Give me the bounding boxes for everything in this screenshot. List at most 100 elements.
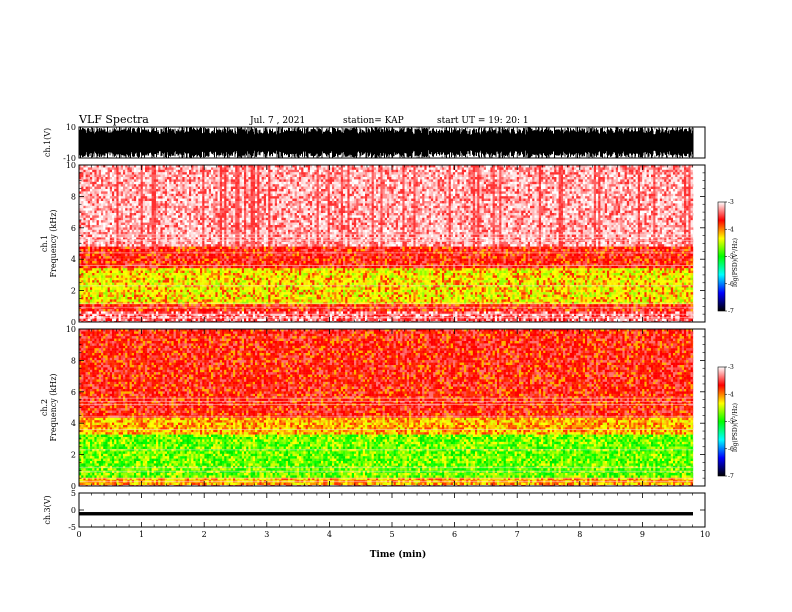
spectrogram-cell (675, 172, 678, 175)
spectrogram-cell (182, 186, 185, 190)
spectrogram-cell (604, 191, 608, 194)
spectrogram-cell (556, 174, 559, 178)
figure-title: VLF Spectra (78, 113, 149, 126)
spectrogram-cell (131, 189, 135, 192)
spectrogram-cell (549, 179, 553, 182)
spectrogram-cell (116, 203, 119, 206)
spectrogram-cell (101, 196, 104, 199)
spectrogram-cell (431, 189, 434, 192)
spectrogram-cell (442, 169, 445, 173)
spectrogram-cell (571, 196, 575, 199)
spectrogram-cell (193, 198, 196, 202)
spectrogram-cell (481, 193, 484, 197)
spectrogram-cell (483, 179, 487, 182)
spectrogram-cell (116, 205, 119, 209)
spectrogram-cell (653, 186, 656, 190)
spectrogram-cell (481, 174, 484, 178)
spectrogram-cell (563, 186, 566, 190)
spectrogram-cell (534, 184, 537, 187)
spectrogram-cell (239, 203, 242, 206)
spectrogram-cell (112, 201, 115, 204)
spectrogram-cell (244, 174, 247, 178)
spectrogram-cell (470, 177, 473, 180)
spectrogram-cell (523, 186, 526, 190)
spectrogram-cell (664, 177, 667, 180)
spectrogram-cell (156, 174, 159, 178)
spectrogram-cell (525, 177, 528, 180)
spectrogram-cell (387, 186, 390, 190)
spectrogram-cell (600, 181, 603, 185)
spectrogram-cell (376, 193, 379, 197)
spectrogram-cell (149, 179, 152, 182)
spectrogram-cell (296, 201, 300, 204)
spectrogram-cell (118, 179, 121, 182)
spectrogram-cell (226, 174, 229, 178)
spectrogram-cell (556, 201, 559, 204)
spectrogram-cell (257, 165, 260, 168)
spectrogram-cell (257, 184, 260, 187)
spectrogram-cell (193, 174, 196, 178)
spectrogram-cell (629, 172, 632, 175)
spectrogram-cell (492, 172, 495, 175)
spectrogram-cell (261, 201, 264, 204)
spectrogram-cell (690, 181, 693, 185)
spectrogram-cell (563, 179, 566, 182)
spectrogram-cell (450, 165, 454, 168)
spectrogram-cell (653, 203, 656, 206)
spectrogram-cell (310, 167, 313, 170)
spectrogram-cell (455, 186, 458, 190)
spectrogram-cell (87, 167, 91, 170)
spectrogram-cell (241, 198, 245, 202)
spectrogram-cell (400, 196, 403, 199)
spectrogram-cell (598, 193, 601, 197)
spectrogram-cell (455, 189, 458, 192)
spectrogram-cell (79, 193, 82, 197)
spectrogram-cell (186, 167, 190, 170)
spectrogram-cell (376, 169, 379, 173)
spectrogram-cell (351, 179, 355, 182)
spectrogram-cell (457, 179, 460, 182)
spectrogram-cell (354, 203, 357, 206)
spectrogram-cell (565, 172, 568, 175)
spectrogram-cell (334, 179, 337, 182)
spectrogram-cell (426, 165, 429, 168)
spectrogram-cell (400, 181, 403, 185)
spectrogram-cell (321, 184, 324, 187)
spectrogram-cell (200, 165, 203, 168)
spectrogram-cell (206, 189, 209, 192)
spectrogram-cell (279, 189, 282, 192)
spectrogram-cell (648, 198, 652, 202)
spectrogram-cell (582, 179, 586, 182)
spectrogram-cell (94, 191, 97, 194)
spectrogram-cell (428, 174, 432, 178)
spectrogram-cell (79, 196, 82, 199)
spectrogram-cell (134, 177, 137, 180)
spectrogram-cell (285, 203, 289, 206)
spectrogram-cell (569, 196, 572, 199)
spectrogram-cell (637, 201, 641, 204)
spectrogram-cell (164, 196, 168, 199)
spectrogram-cell (688, 196, 691, 199)
spectrogram-cell (648, 177, 652, 180)
spectrogram-cell (580, 172, 583, 175)
spectrogram-cell (98, 193, 102, 197)
spectrogram-cell (109, 203, 113, 206)
spectrogram-cell (582, 191, 586, 194)
spectrogram-cell (219, 174, 223, 178)
spectrogram-cell (475, 196, 478, 199)
spectrogram-cell (233, 181, 236, 185)
spectrogram-cell (530, 177, 533, 180)
spectrogram-cell (461, 193, 465, 197)
spectrogram-cell (173, 193, 176, 197)
spectrogram-cell (246, 172, 249, 175)
spectrogram-cell (514, 189, 517, 192)
spectrogram-cell (270, 191, 273, 194)
spectrogram-cell (389, 174, 392, 178)
spectrogram-cell (402, 174, 405, 178)
spectrogram-cell (226, 169, 229, 173)
spectrogram-cell (666, 191, 669, 194)
spectrogram-cell (503, 174, 506, 178)
spectrogram-cell (296, 165, 300, 168)
spectrogram-cell (147, 193, 150, 197)
